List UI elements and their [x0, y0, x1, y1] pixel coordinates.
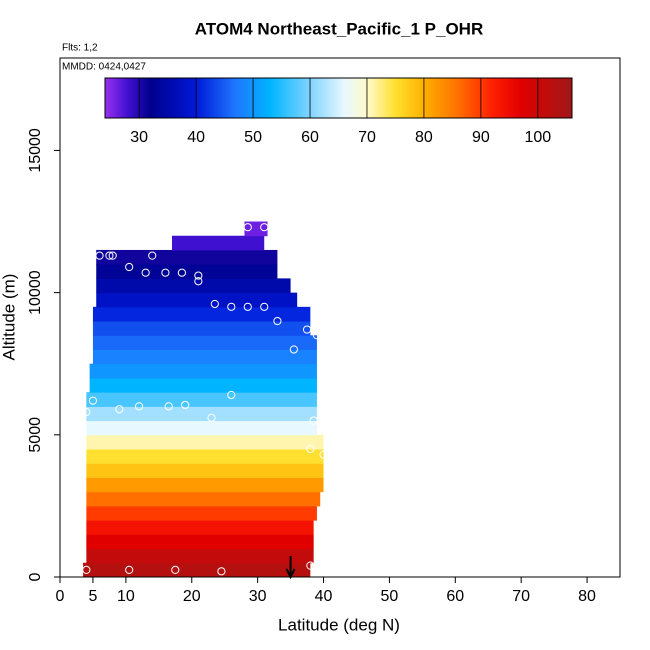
colorbar-tick-label: 90: [472, 129, 490, 146]
sample-point: [125, 565, 134, 574]
sample-point: [309, 416, 318, 425]
curtain-cell: [89, 377, 317, 393]
curtain-cell: [86, 477, 324, 493]
sample-point: [243, 302, 252, 311]
y-axis-label: Altitude (m): [0, 274, 18, 361]
sample-point: [302, 325, 312, 334]
curtain-cell: [86, 534, 314, 550]
curtain-cell: [92, 349, 317, 365]
sample-point: [181, 400, 190, 410]
sample-point: [134, 402, 144, 411]
colorbar-tick-label: 100: [524, 129, 551, 146]
sample-point: [95, 251, 104, 260]
sample-point: [125, 262, 134, 272]
curtain-cell: [86, 434, 324, 450]
colorbar-tick-label: 40: [187, 129, 205, 146]
sample-point: [289, 345, 298, 354]
sample-point: [177, 268, 186, 277]
curtain-cell: [86, 392, 317, 407]
x-tick-label: 80: [578, 588, 596, 605]
curtain-cell: [86, 505, 317, 521]
sample-point: [194, 277, 203, 286]
sample-point: [306, 444, 315, 454]
sample-point: [260, 223, 269, 232]
sample-point: [105, 251, 114, 260]
curtain-cell: [86, 491, 321, 507]
sample-point: [115, 405, 124, 414]
sample-point: [171, 565, 180, 574]
curtain-cell: [86, 520, 314, 535]
sample-point: [141, 268, 150, 277]
x-tick-label: 60: [446, 588, 464, 605]
x-tick-label: 30: [249, 588, 267, 605]
curtain-cell: [92, 306, 311, 322]
sample-point: [227, 302, 236, 311]
colorbar-tick-label: 80: [415, 129, 433, 146]
x-tick-label: 0: [56, 588, 65, 605]
colorbar-tick-label: 50: [244, 129, 262, 146]
x-axis-label: Latitude (deg N): [278, 615, 400, 634]
sample-point: [312, 331, 322, 340]
sample-point: [82, 565, 91, 574]
sample-point: [260, 302, 269, 311]
y-tick-label: 0: [27, 572, 44, 581]
x-tick-label: 70: [512, 588, 530, 605]
curtain-cell: [86, 463, 324, 478]
colorbar-tick-label: 30: [130, 129, 148, 146]
sample-point: [227, 390, 236, 400]
sample-point: [210, 299, 219, 309]
curtain-cell: [92, 335, 317, 350]
x-tick-label: 20: [183, 588, 201, 605]
colorbar: [104, 77, 573, 119]
dates-note: MMDD: 0424,0427: [62, 62, 146, 73]
curtain-cell: [86, 548, 314, 564]
sample-point: [194, 271, 203, 280]
curtain-cell: [96, 264, 278, 279]
sample-point: [207, 413, 216, 422]
curtain-cell: [89, 363, 317, 379]
sample-point: [148, 251, 157, 260]
x-tick-label: 10: [117, 588, 135, 605]
sample-point: [88, 396, 98, 405]
x-tick-label: 50: [381, 588, 399, 605]
flights-note: Flts: 1,2: [62, 43, 98, 54]
sample-point: [273, 316, 282, 326]
curtain-cell: [172, 235, 265, 251]
y-tick-label: 15000: [27, 128, 44, 173]
chart-title: ATOM4 Northeast_Pacific_1 P_OHR: [195, 19, 483, 38]
sample-point: [319, 450, 328, 459]
sample-point: [217, 567, 226, 576]
curtain-cell: [86, 406, 317, 422]
sample-point: [164, 402, 173, 411]
y-tick-label: 10000: [27, 270, 44, 315]
sample-point: [108, 251, 117, 260]
sample-point: [243, 223, 252, 232]
curtain-cell: [96, 249, 278, 265]
sample-point: [306, 561, 315, 570]
curtain-cell: [86, 449, 324, 464]
plot-frame: [59, 57, 621, 578]
curtain-cell: [86, 420, 317, 436]
x-tick-label: 40: [315, 588, 333, 605]
y-tick-label: 5000: [27, 417, 44, 453]
curtain-cell: [244, 221, 268, 237]
curtain-cell: [83, 562, 311, 578]
curtain-cell: [96, 278, 291, 294]
sample-point: [161, 268, 170, 277]
curtain-cell: [92, 321, 311, 336]
colorbar-tick-label: 70: [358, 129, 376, 146]
x-tick-label: 5: [88, 588, 97, 605]
sample-point: [82, 407, 91, 417]
colorbar-tick-label: 60: [301, 129, 319, 146]
